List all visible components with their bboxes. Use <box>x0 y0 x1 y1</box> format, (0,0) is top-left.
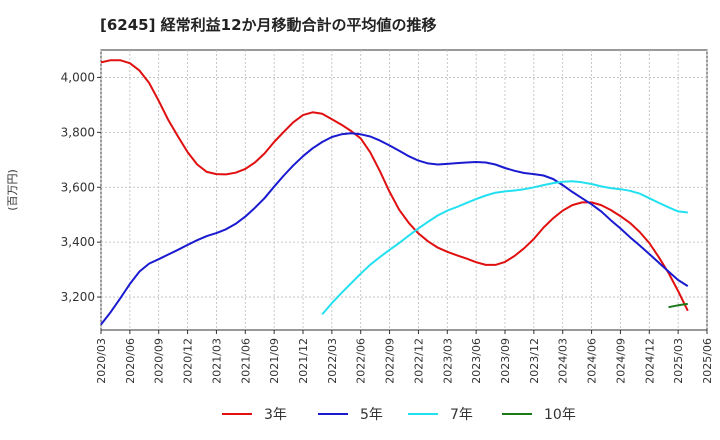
y-axis: 3,200 3,400 3,600 3,800 4,000 (百万円) <box>6 70 101 304</box>
chart-title: [6245] 経常利益12か月移動合計の平均値の推移 <box>100 16 437 34</box>
x-tick-label: 2023/06 <box>470 338 483 384</box>
series-layer <box>100 59 689 326</box>
legend-label-5年: 5年 <box>360 407 383 423</box>
y-tick-label: 3,600 <box>61 180 95 194</box>
x-tick-label: 2024/03 <box>557 338 570 384</box>
x-tick-label: 2020/03 <box>95 338 108 384</box>
x-tick-label: 2025/06 <box>701 338 714 384</box>
legend-label-10年: 10年 <box>544 407 576 423</box>
plot-frame <box>100 49 708 331</box>
x-tick-label: 2020/12 <box>182 338 195 384</box>
x-tick-label: 2024/09 <box>614 338 627 384</box>
x-tick-label: 2022/09 <box>384 338 397 384</box>
x-tick-label: 2022/06 <box>355 338 368 384</box>
x-tick-label: 2023/12 <box>528 338 541 384</box>
x-tick-label: 2024/06 <box>586 338 599 384</box>
y-tick-label: 4,000 <box>61 70 95 84</box>
x-tick-label: 2020/09 <box>153 338 166 384</box>
series-line-5年 <box>100 132 689 326</box>
y-tick-label: 3,800 <box>61 125 95 139</box>
legend-label-7年: 7年 <box>450 407 473 423</box>
series-line-10年 <box>668 302 688 309</box>
x-tick-label: 2023/09 <box>499 338 512 384</box>
x-tick-label: 2023/03 <box>441 338 454 384</box>
legend-label-3年: 3年 <box>264 407 287 423</box>
x-tick-label: 2021/03 <box>210 338 223 384</box>
legend: 3年 5年 7年 10年 <box>222 407 576 423</box>
x-tick-label: 2025/03 <box>672 338 685 384</box>
series-line-7年 <box>321 180 688 316</box>
x-tick-label: 2022/03 <box>326 338 339 384</box>
x-tick-label: 2021/12 <box>297 338 310 384</box>
x-tick-label: 2024/12 <box>643 338 656 384</box>
x-tick-label: 2020/06 <box>124 338 137 384</box>
x-tick-label: 2021/06 <box>239 338 252 384</box>
x-axis: 2020/03 2020/06 2020/09 2020/12 2021/03 2021/… <box>95 330 714 384</box>
y-tick-label: 3,400 <box>61 235 95 249</box>
y-tick-label: 3,200 <box>61 290 95 304</box>
x-tick-label: 2021/09 <box>268 338 281 384</box>
x-tick-label: 2022/12 <box>412 338 425 384</box>
y-axis-label: (百万円) <box>6 169 19 211</box>
grid-layer <box>100 49 708 331</box>
